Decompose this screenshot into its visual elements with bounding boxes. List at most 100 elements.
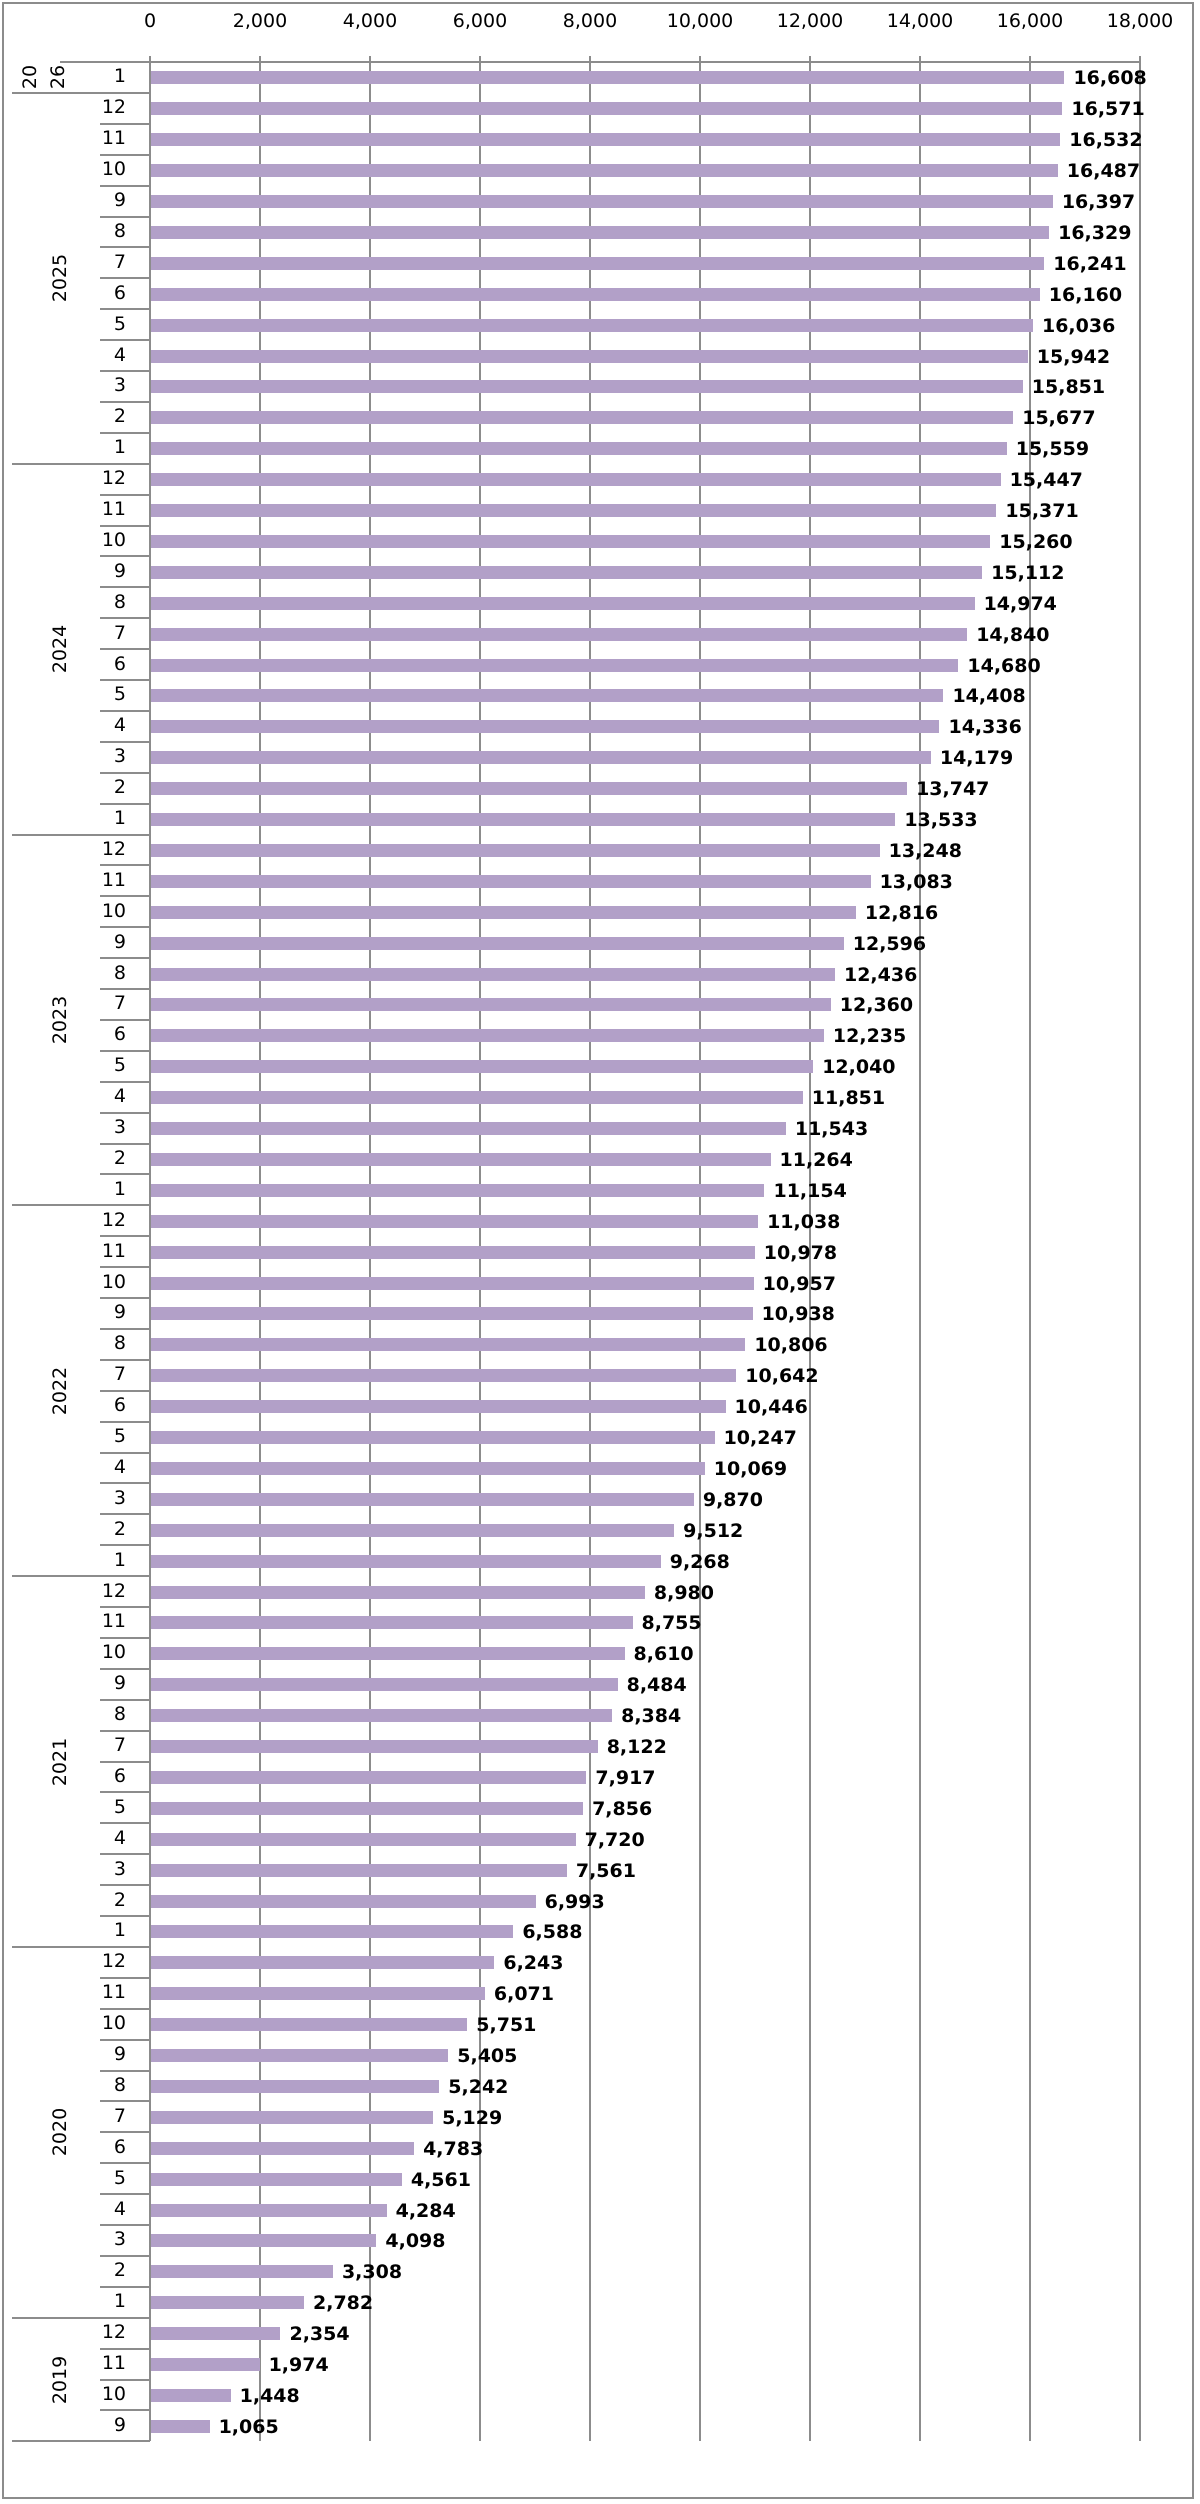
month-separator: [100, 617, 150, 620]
x-tick-label: 8,000: [562, 10, 618, 32]
month-separator: [100, 709, 150, 712]
month-label: 6: [113, 1394, 126, 1417]
bar: [151, 596, 975, 610]
year-separator: [12, 2440, 150, 2443]
value-label: 16,397: [1061, 191, 1136, 214]
month-separator: [100, 679, 150, 681]
month-label: 11: [101, 868, 126, 891]
value-label: 2,782: [313, 2292, 374, 2315]
month-separator: [100, 1513, 150, 1516]
bar: [151, 998, 831, 1012]
value-label: 8,980: [653, 1581, 714, 1604]
month-label: 5: [113, 1795, 126, 1818]
bar: [151, 195, 1053, 209]
value-label: 2,354: [289, 2323, 350, 2346]
value-label: 12,040: [822, 1056, 896, 1079]
month-separator: [100, 1791, 150, 1794]
month-label: 2: [113, 2259, 126, 2282]
month-label: 7: [113, 2104, 126, 2127]
month-label: 10: [101, 2012, 126, 2035]
value-label: 16,571: [1071, 98, 1145, 121]
month-label: 1: [113, 807, 126, 830]
gridline: [1139, 56, 1141, 2442]
gridline: [1029, 56, 1031, 2442]
month-label: 3: [113, 374, 126, 397]
bar: [151, 534, 991, 548]
year-separator: [12, 833, 150, 836]
bar: [151, 411, 1014, 425]
month-label: 9: [113, 2043, 126, 2066]
month-label: 6: [113, 281, 126, 304]
value-label: 14,840: [976, 623, 1050, 646]
month-separator: [100, 400, 150, 403]
month-label: 2: [113, 1517, 126, 1540]
bar: [151, 2234, 377, 2248]
bar: [151, 1307, 753, 1321]
gridline: [809, 56, 811, 2442]
month-label: 12: [101, 1208, 126, 1231]
month-label: 11: [101, 127, 126, 150]
value-label: 8,755: [641, 1612, 702, 1635]
value-label: 10,446: [734, 1396, 808, 1419]
month-label: 8: [113, 961, 126, 984]
value-label: 10,642: [745, 1365, 819, 1388]
value-label: 15,677: [1022, 407, 1096, 430]
month-separator: [100, 1297, 150, 1299]
month-label: 4: [113, 2197, 126, 2220]
value-label: 11,264: [779, 1148, 853, 1171]
value-label: 3,308: [341, 2261, 403, 2284]
month-separator: [100, 1976, 150, 1979]
bar: [151, 318, 1033, 332]
month-separator: [100, 184, 150, 187]
month-label: 7: [113, 621, 126, 644]
month-separator: [100, 926, 150, 929]
bar: [151, 1338, 746, 1352]
month-label: 6: [113, 652, 126, 675]
month-separator: [100, 2100, 150, 2103]
x-tick-label: 4,000: [342, 10, 398, 32]
month-label: 11: [101, 1239, 126, 1262]
month-separator: [100, 957, 150, 960]
bar: [151, 1431, 715, 1445]
bar: [151, 813, 896, 827]
month-label: 9: [113, 189, 126, 212]
value-label: 4,783: [423, 2137, 484, 2160]
value-label: 12,235: [832, 1025, 907, 1048]
month-separator: [100, 864, 150, 867]
year-label: 2023: [49, 995, 71, 1045]
value-label: 11,154: [773, 1179, 847, 1202]
month-label: 11: [101, 1610, 126, 1633]
value-label: 13,747: [916, 778, 990, 801]
month-separator: [100, 1853, 150, 1856]
bar: [151, 1461, 705, 1475]
value-label: 10,806: [754, 1334, 828, 1357]
month-separator: [100, 1049, 150, 1052]
x-tick-label: 10,000: [666, 10, 734, 32]
month-label: 5: [113, 683, 126, 706]
bar: [151, 874, 871, 888]
month-separator: [100, 1389, 150, 1392]
month-label: 11: [101, 498, 126, 521]
bar: [151, 967, 835, 981]
bar: [151, 2172, 402, 2186]
month-label: 10: [101, 1641, 126, 1664]
value-label: 16,241: [1053, 252, 1127, 275]
month-label: 5: [113, 2166, 126, 2189]
month-label: 12: [101, 1579, 126, 1602]
month-label: 7: [113, 250, 126, 273]
month-label: 1: [113, 1919, 126, 1942]
month-separator: [100, 2409, 150, 2412]
month-label: 3: [113, 745, 126, 768]
value-label: 5,242: [448, 2075, 509, 2098]
value-label: 12,816: [864, 901, 939, 924]
value-label: 13,083: [879, 870, 953, 893]
value-label: 14,408: [952, 685, 1026, 708]
bar: [151, 102, 1063, 116]
value-label: 13,248: [888, 839, 962, 862]
month-separator: [100, 2162, 150, 2165]
bar: [151, 843, 880, 857]
month-label: 10: [101, 899, 126, 922]
year-separator: [12, 462, 150, 465]
value-label: 9,512: [683, 1519, 744, 1542]
month-separator: [100, 215, 150, 218]
